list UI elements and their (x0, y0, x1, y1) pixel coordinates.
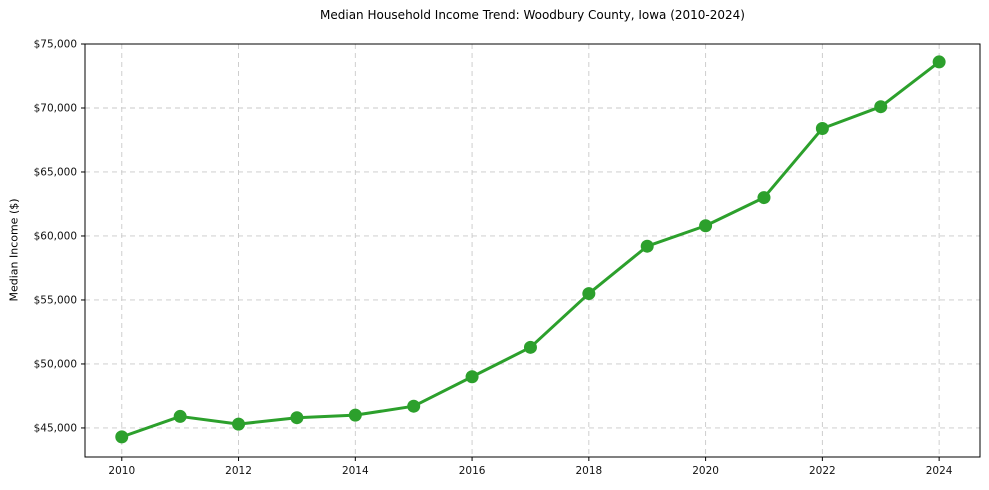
plot-border (84, 43, 981, 458)
x-tick-label: 2020 (692, 465, 719, 477)
x-tick-label: 2018 (575, 465, 602, 477)
data-point-2015 (407, 399, 421, 413)
income-trend-line (120, 60, 941, 439)
data-point-2023 (874, 100, 888, 114)
data-point-2016 (465, 370, 479, 384)
data-point-2021 (757, 191, 771, 205)
y-tick-label: $75,000 (34, 39, 77, 51)
data-point-2020 (699, 219, 713, 233)
y-tick-label: $60,000 (34, 230, 77, 242)
data-point-2011 (173, 409, 187, 423)
x-tick-label: 2024 (926, 465, 953, 477)
y-tick-label: $55,000 (34, 294, 77, 306)
x-tick-label: 2010 (108, 465, 135, 477)
data-point-2019 (640, 239, 654, 253)
data-point-2022 (815, 121, 829, 135)
y-tick-label: $65,000 (34, 166, 77, 178)
x-tick-label: 2014 (342, 465, 369, 477)
y-tick-label: $45,000 (34, 422, 77, 434)
data-point-2024 (932, 55, 946, 69)
x-tick-label: 2012 (225, 465, 252, 477)
data-point-2010 (115, 430, 129, 444)
data-point-2012 (232, 417, 246, 431)
data-point-2018 (582, 287, 596, 301)
axis-tick-labels: $45,000 $50,000 $55,000 $60,000 $65,000 $70,0… (34, 39, 953, 478)
data-point-2017 (523, 340, 537, 354)
data-point-2014 (348, 408, 362, 422)
x-tick-label: 2022 (809, 465, 836, 477)
y-tick-label: $70,000 (34, 102, 77, 114)
x-tick-label: 2016 (459, 465, 486, 477)
y-tick-label: $50,000 (34, 358, 77, 370)
data-point-2013 (290, 411, 304, 425)
gridlines (85, 43, 980, 457)
axis-ticks (81, 43, 940, 461)
chart-title: Median Household Income Trend: Woodbury … (320, 8, 745, 22)
